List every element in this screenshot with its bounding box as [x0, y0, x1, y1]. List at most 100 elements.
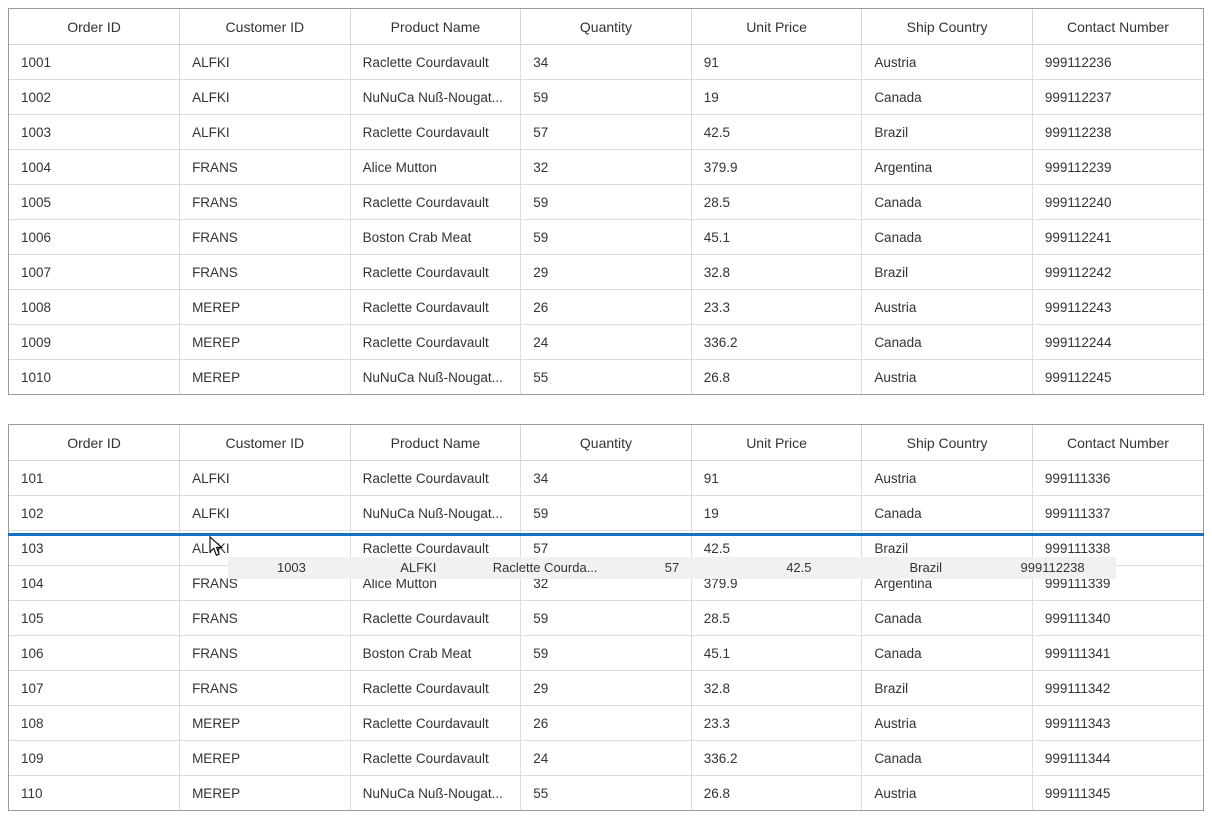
cell[interactable]: FRANS	[179, 149, 351, 185]
table-row[interactable]: 1005 FRANS Raclette Courdavault 59 28.5 Canad…	[9, 184, 1203, 220]
cell[interactable]: 104	[9, 565, 181, 601]
cell[interactable]: 34	[520, 460, 692, 496]
table-row[interactable]: 1009 MEREP Raclette Courdavault 24 336.2 Cana…	[9, 324, 1203, 360]
cell[interactable]: MEREP	[179, 359, 351, 394]
cell[interactable]: 106	[9, 635, 181, 671]
cell[interactable]: 999112237	[1031, 79, 1203, 115]
column-header-customer-id[interactable]: Customer ID	[179, 425, 351, 461]
column-header-order-id[interactable]: Order ID	[9, 425, 181, 461]
cell[interactable]: 999112239	[1031, 149, 1203, 185]
cell[interactable]: Canada	[861, 219, 1033, 255]
cell[interactable]: 1008	[9, 289, 181, 325]
table-row[interactable]: 107 FRANS Raclette Courdavault 29 32.8 Brazil…	[9, 670, 1203, 706]
cell[interactable]: Raclette Courdavault	[349, 600, 522, 636]
cell[interactable]: ALFKI	[179, 495, 351, 531]
cell[interactable]: 19	[690, 495, 863, 531]
cell[interactable]: 59	[520, 495, 692, 531]
cell[interactable]: 26	[520, 289, 692, 325]
cell[interactable]: 999112236	[1031, 44, 1203, 80]
cell[interactable]: Brazil	[861, 114, 1033, 150]
cell[interactable]: 24	[520, 740, 692, 776]
cell[interactable]: 59	[520, 219, 692, 255]
cell[interactable]: 336.2	[690, 324, 863, 360]
cell[interactable]: 999112244	[1031, 324, 1203, 360]
drag-ghost-row[interactable]: 1003 ALFKI Raclette Courda... 57 42.5 Br…	[228, 557, 1116, 579]
column-header-ship-country[interactable]: Ship Country	[861, 425, 1033, 461]
cell[interactable]: 1003	[9, 114, 181, 150]
column-header-contact-number[interactable]: Contact Number	[1031, 9, 1203, 45]
cell[interactable]: 24	[520, 324, 692, 360]
cell[interactable]: 1002	[9, 79, 181, 115]
cell[interactable]: 999111341	[1031, 635, 1203, 671]
cell[interactable]: 999111343	[1031, 705, 1203, 741]
cell[interactable]: Boston Crab Meat	[349, 219, 522, 255]
cell[interactable]: 59	[520, 600, 692, 636]
table-row[interactable]: 1002 ALFKI NuNuCa Nuß-Nougat... 59 19 Canada 9…	[9, 79, 1203, 115]
table-row[interactable]: 1003 ALFKI Raclette Courdavault 57 42.5 Brazi…	[9, 114, 1203, 150]
column-header-product-name[interactable]: Product Name	[349, 9, 522, 45]
column-header-contact-number[interactable]: Contact Number	[1031, 425, 1203, 461]
cell[interactable]: 105	[9, 600, 181, 636]
cell[interactable]: Austria	[861, 289, 1033, 325]
table-row[interactable]: 1001 ALFKI Raclette Courdavault 34 91 Austria…	[9, 44, 1203, 80]
cell[interactable]: Canada	[861, 79, 1033, 115]
cell[interactable]: 101	[9, 460, 181, 496]
cell[interactable]: 109	[9, 740, 181, 776]
cell[interactable]: FRANS	[179, 670, 351, 706]
cell[interactable]: 103	[9, 530, 181, 566]
column-header-ship-country[interactable]: Ship Country	[861, 9, 1033, 45]
cell[interactable]: 59	[520, 184, 692, 220]
cell[interactable]: 29	[520, 670, 692, 706]
table-row[interactable]: 1007 FRANS Raclette Courdavault 29 32.8 Brazi…	[9, 254, 1203, 290]
cell[interactable]: Raclette Courdavault	[349, 324, 522, 360]
column-header-order-id[interactable]: Order ID	[9, 9, 181, 45]
cell[interactable]: 1009	[9, 324, 181, 360]
cell[interactable]: Canada	[861, 740, 1033, 776]
cell[interactable]: MEREP	[179, 775, 351, 810]
cell[interactable]: 999111336	[1031, 460, 1203, 496]
cell[interactable]: 999112242	[1031, 254, 1203, 290]
cell[interactable]: Austria	[861, 775, 1033, 810]
cell[interactable]: FRANS	[179, 600, 351, 636]
cell[interactable]: 45.1	[690, 635, 863, 671]
cell[interactable]: ALFKI	[179, 44, 351, 80]
column-header-unit-price[interactable]: Unit Price	[690, 425, 863, 461]
cell[interactable]: Raclette Courdavault	[349, 289, 522, 325]
cell[interactable]: Canada	[861, 495, 1033, 531]
cell[interactable]: Raclette Courdavault	[349, 740, 522, 776]
cell[interactable]: 1006	[9, 219, 181, 255]
cell[interactable]: MEREP	[179, 740, 351, 776]
cell[interactable]: Raclette Courdavault	[349, 184, 522, 220]
table-row[interactable]: 1010 MEREP NuNuCa Nuß-Nougat... 55 26.8 Austr…	[9, 359, 1203, 394]
cell[interactable]: 91	[690, 460, 863, 496]
cell[interactable]: Argentina	[861, 149, 1033, 185]
cell[interactable]: Raclette Courdavault	[349, 254, 522, 290]
cell[interactable]: 999111342	[1031, 670, 1203, 706]
cell[interactable]: Canada	[861, 324, 1033, 360]
cell[interactable]: 34	[520, 44, 692, 80]
cell[interactable]: 59	[520, 79, 692, 115]
cell[interactable]: 29	[520, 254, 692, 290]
cell[interactable]: 999111344	[1031, 740, 1203, 776]
cell[interactable]: 19	[690, 79, 863, 115]
cell[interactable]: 999112240	[1031, 184, 1203, 220]
cell[interactable]: NuNuCa Nuß-Nougat...	[349, 359, 522, 394]
column-header-unit-price[interactable]: Unit Price	[690, 9, 863, 45]
cell[interactable]: 379.9	[690, 149, 863, 185]
cell[interactable]: Austria	[861, 460, 1033, 496]
cell[interactable]: 32	[520, 149, 692, 185]
column-header-quantity[interactable]: Quantity	[520, 425, 692, 461]
cell[interactable]: NuNuCa Nuß-Nougat...	[349, 79, 522, 115]
cell[interactable]: MEREP	[179, 324, 351, 360]
cell[interactable]: Canada	[861, 635, 1033, 671]
cell[interactable]: 999111340	[1031, 600, 1203, 636]
cell[interactable]: 42.5	[690, 114, 863, 150]
table-row[interactable]: 102 ALFKI NuNuCa Nuß-Nougat... 59 19 Canada 99…	[9, 495, 1203, 531]
cell[interactable]: Austria	[861, 44, 1033, 80]
cell[interactable]: Raclette Courdavault	[349, 670, 522, 706]
cell[interactable]: 107	[9, 670, 181, 706]
cell[interactable]: Raclette Courdavault	[349, 705, 522, 741]
cell[interactable]: 55	[520, 775, 692, 810]
cell[interactable]: 999111345	[1031, 775, 1203, 810]
table-row[interactable]: 108 MEREP Raclette Courdavault 26 23.3 Austri…	[9, 705, 1203, 741]
